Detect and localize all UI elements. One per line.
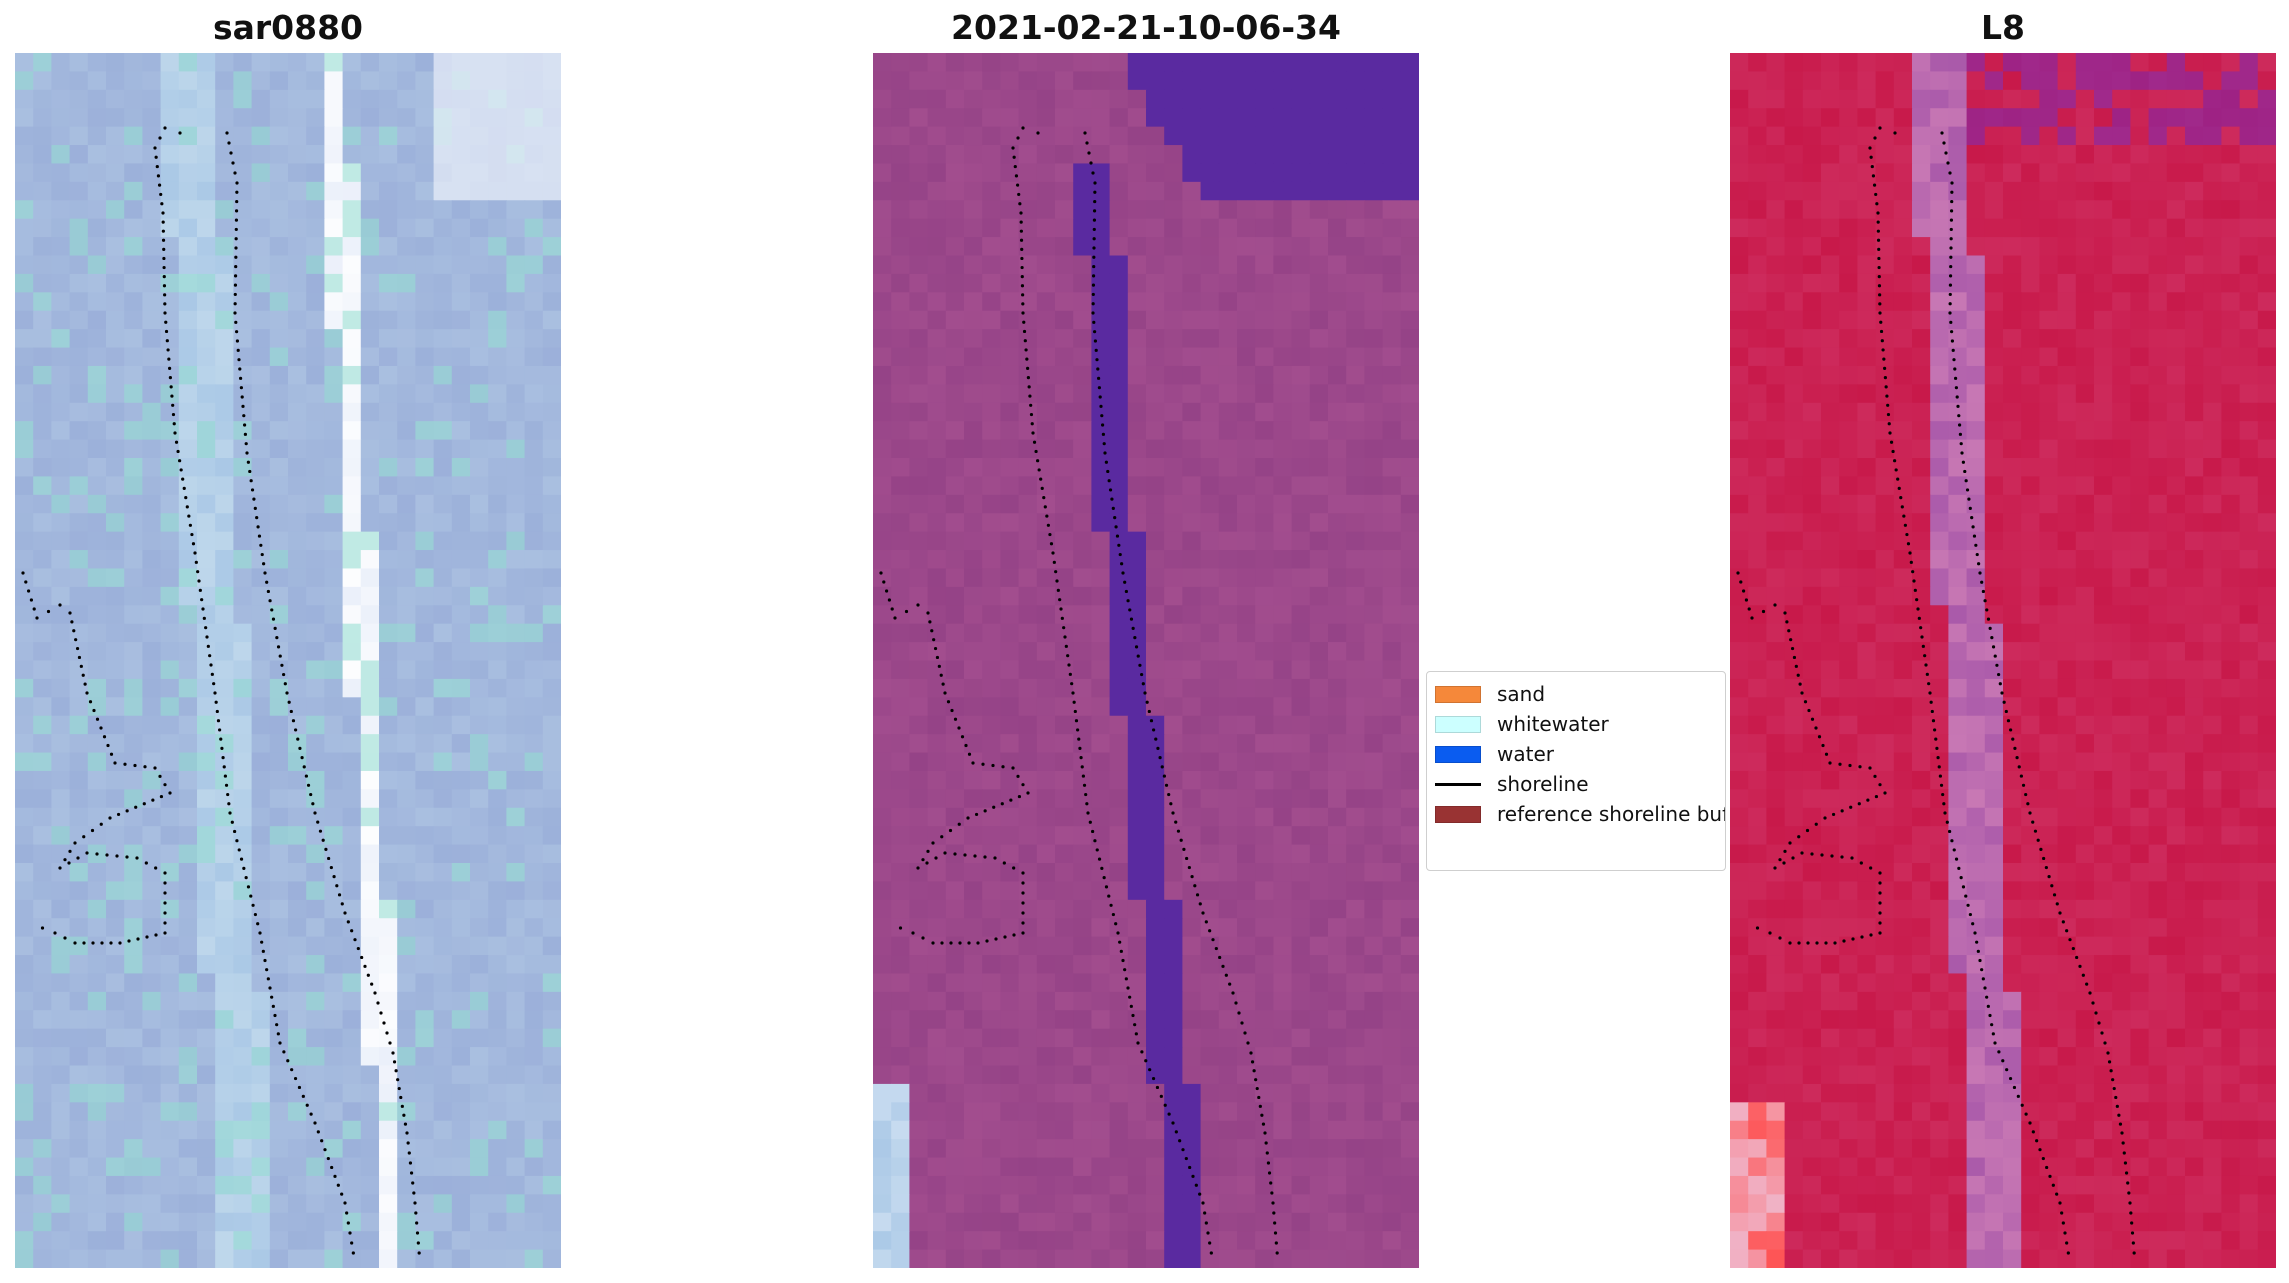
legend-item-reference-buffer: reference shoreline buffer: [1435, 799, 1726, 829]
panel-title-sar: sar0880: [212, 8, 364, 47]
shoreline-line-icon: [1435, 782, 1481, 786]
legend: sand whitewater water shoreline referenc…: [1426, 671, 1726, 871]
reference-buffer-swatch: [1435, 805, 1481, 823]
legend-label-shoreline: shoreline: [1497, 772, 1589, 796]
panel-title-date: 2021-02-21-10-06-34: [951, 8, 1341, 47]
whitewater-swatch: [1435, 715, 1481, 733]
legend-item-whitewater: whitewater: [1435, 709, 1609, 739]
l8-image-panel: [1730, 53, 2276, 1268]
legend-item-shoreline: shoreline: [1435, 769, 1589, 799]
legend-label-reference-buffer: reference shoreline buffer: [1497, 802, 1726, 826]
water-swatch: [1435, 745, 1481, 763]
classified-image-panel: [873, 53, 1419, 1268]
legend-label-water: water: [1497, 742, 1554, 766]
classified-image: [873, 53, 1419, 1268]
sand-swatch: [1435, 685, 1481, 703]
sar-image-panel: [15, 53, 561, 1268]
legend-label-whitewater: whitewater: [1497, 712, 1609, 736]
l8-image: [1730, 53, 2276, 1268]
legend-item-water: water: [1435, 739, 1554, 769]
sar-image: [15, 53, 561, 1268]
legend-item-sand: sand: [1435, 679, 1545, 709]
legend-label-sand: sand: [1497, 682, 1546, 706]
panel-title-l8: L8: [1981, 8, 2025, 47]
